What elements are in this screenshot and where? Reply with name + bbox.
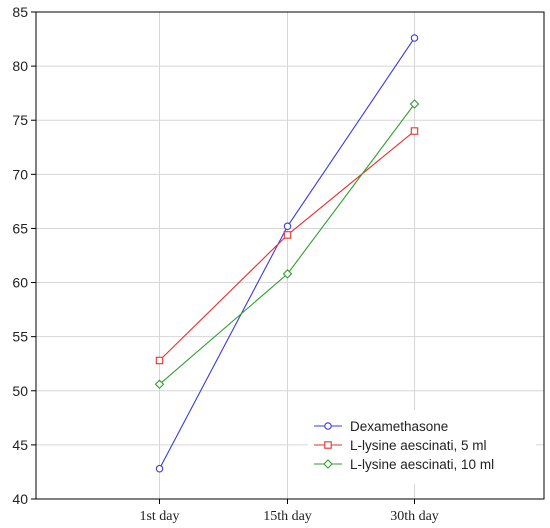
data-point xyxy=(410,127,419,135)
tick-label-y: 70 xyxy=(12,166,28,182)
tick-label-y: 75 xyxy=(12,112,28,128)
series-3 xyxy=(154,99,420,390)
data-point xyxy=(154,379,165,390)
legend-label: Dexamethasone xyxy=(350,419,448,434)
series-group xyxy=(154,34,420,473)
data-point xyxy=(409,99,420,109)
data-point xyxy=(283,222,292,231)
legend-item: L-lysine aescinati, 10 ml xyxy=(314,457,494,472)
data-point xyxy=(282,269,293,279)
tick-label-x: 30th day xyxy=(390,509,439,524)
tick-label-y: 85 xyxy=(12,4,28,20)
legend-marker xyxy=(324,422,332,430)
tick-label-y: 60 xyxy=(12,275,28,291)
tick-label-y: 45 xyxy=(12,437,28,453)
series-1 xyxy=(155,34,419,473)
legend-item: L-lysine aescinati, 5 ml xyxy=(314,438,487,453)
tick-label-y: 50 xyxy=(12,383,28,399)
data-point xyxy=(155,356,164,365)
series-2 xyxy=(155,127,419,365)
plot-frame xyxy=(35,11,545,500)
legend-label: L-lysine aescinati, 10 ml xyxy=(350,457,494,472)
legend: Dexamethasone L-lysine aescinati, 5 ml L-l… xyxy=(308,410,536,484)
legend-box xyxy=(308,410,536,484)
axis-ticks: 40 45 50 55 60 65 70 75 80 85 1st day 15th day 30th … xyxy=(12,4,438,524)
tick-label-x: 1st day xyxy=(139,509,179,524)
legend-marker xyxy=(324,441,332,449)
legend-label: L-lysine aescinati, 5 ml xyxy=(350,438,487,453)
tick-label-y: 65 xyxy=(12,220,28,236)
tick-label-x: 15th day xyxy=(263,509,312,524)
tick-label-y: 40 xyxy=(12,491,28,507)
legend-item: Dexamethasone xyxy=(314,419,448,434)
tick-label-y: 55 xyxy=(12,329,28,345)
data-point xyxy=(410,34,419,42)
legend-marker xyxy=(323,459,333,469)
data-point xyxy=(283,231,292,239)
tick-label-y: 80 xyxy=(12,58,28,74)
data-point xyxy=(155,464,164,473)
